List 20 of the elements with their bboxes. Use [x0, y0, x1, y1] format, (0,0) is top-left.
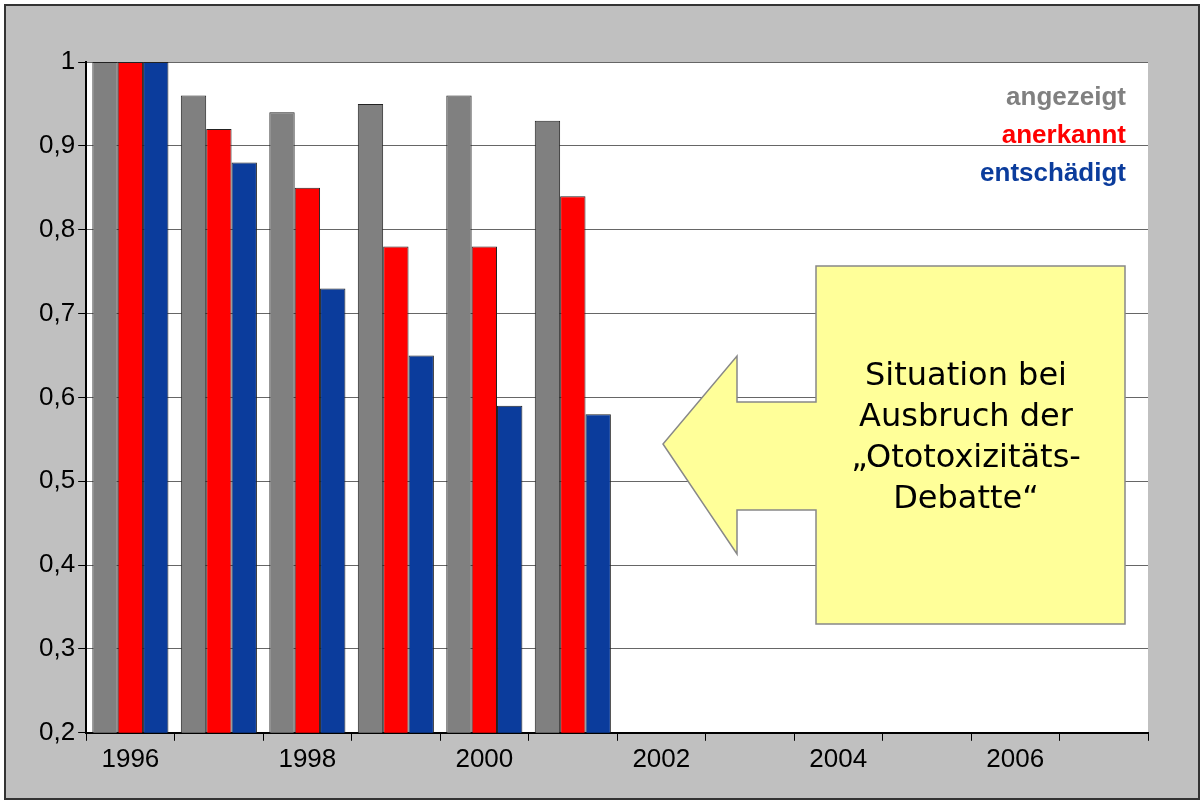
y-tick-label: 0,2: [38, 715, 76, 746]
x-tick-label: 2002: [632, 742, 691, 773]
y-tick-label: 0,8: [38, 212, 76, 243]
y-tick-label: 0,4: [38, 548, 76, 579]
y-tick-label: 0,3: [38, 632, 76, 663]
text: angezeigt: [1006, 81, 1127, 112]
x-tick-label: 2000: [455, 742, 514, 773]
y-tick-label: 0,6: [38, 380, 76, 411]
x-tick-label: 1996: [101, 742, 160, 773]
y-tick-label: 0,7: [38, 296, 76, 327]
annotation: Situation bei Ausbruch der „Ototoxizitäts- Debatte“: [850, 354, 1082, 518]
arrow-callout: Situation bei Ausbruch der „Ototoxizitäts- Debatte“: [661, 264, 1127, 626]
y-tick-label: 1: [60, 45, 76, 76]
x-tick-label: 2006: [986, 742, 1045, 773]
x-tick-label: 1998: [278, 742, 337, 773]
text: anerkannt: [1001, 119, 1127, 150]
x-tick-label: 2004: [809, 742, 868, 773]
y-tick-label: 0,5: [38, 464, 76, 495]
text: entschädigt: [980, 157, 1127, 188]
y-tick-label: 0,9: [38, 129, 76, 160]
